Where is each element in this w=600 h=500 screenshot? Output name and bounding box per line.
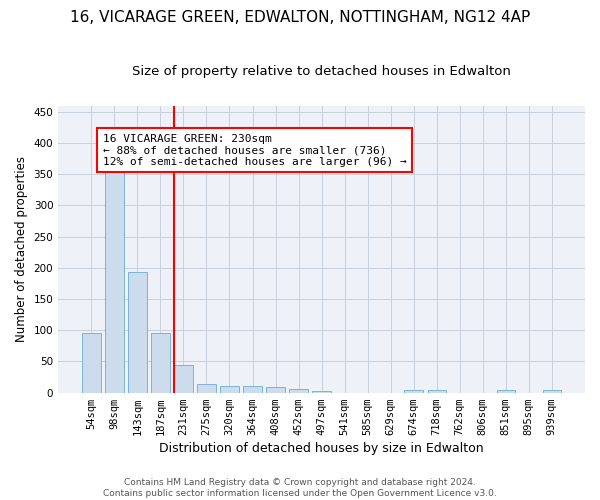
Text: Contains HM Land Registry data © Crown copyright and database right 2024.
Contai: Contains HM Land Registry data © Crown c… <box>103 478 497 498</box>
Bar <box>128 272 146 392</box>
Bar <box>82 333 101 392</box>
Bar <box>428 390 446 392</box>
Bar <box>243 386 262 392</box>
Y-axis label: Number of detached properties: Number of detached properties <box>15 156 28 342</box>
Bar <box>220 386 239 392</box>
Bar <box>497 390 515 392</box>
Bar <box>197 384 215 392</box>
Bar <box>542 390 561 392</box>
Bar <box>151 334 170 392</box>
Text: 16 VICARAGE GREEN: 230sqm
← 88% of detached houses are smaller (736)
12% of semi: 16 VICARAGE GREEN: 230sqm ← 88% of detac… <box>103 134 407 167</box>
Text: 16, VICARAGE GREEN, EDWALTON, NOTTINGHAM, NG12 4AP: 16, VICARAGE GREEN, EDWALTON, NOTTINGHAM… <box>70 10 530 25</box>
Bar <box>313 391 331 392</box>
Bar <box>105 166 124 392</box>
Title: Size of property relative to detached houses in Edwalton: Size of property relative to detached ho… <box>132 65 511 78</box>
Bar <box>266 387 285 392</box>
Bar <box>289 389 308 392</box>
Bar <box>404 390 423 392</box>
Bar <box>174 364 193 392</box>
X-axis label: Distribution of detached houses by size in Edwalton: Distribution of detached houses by size … <box>159 442 484 455</box>
